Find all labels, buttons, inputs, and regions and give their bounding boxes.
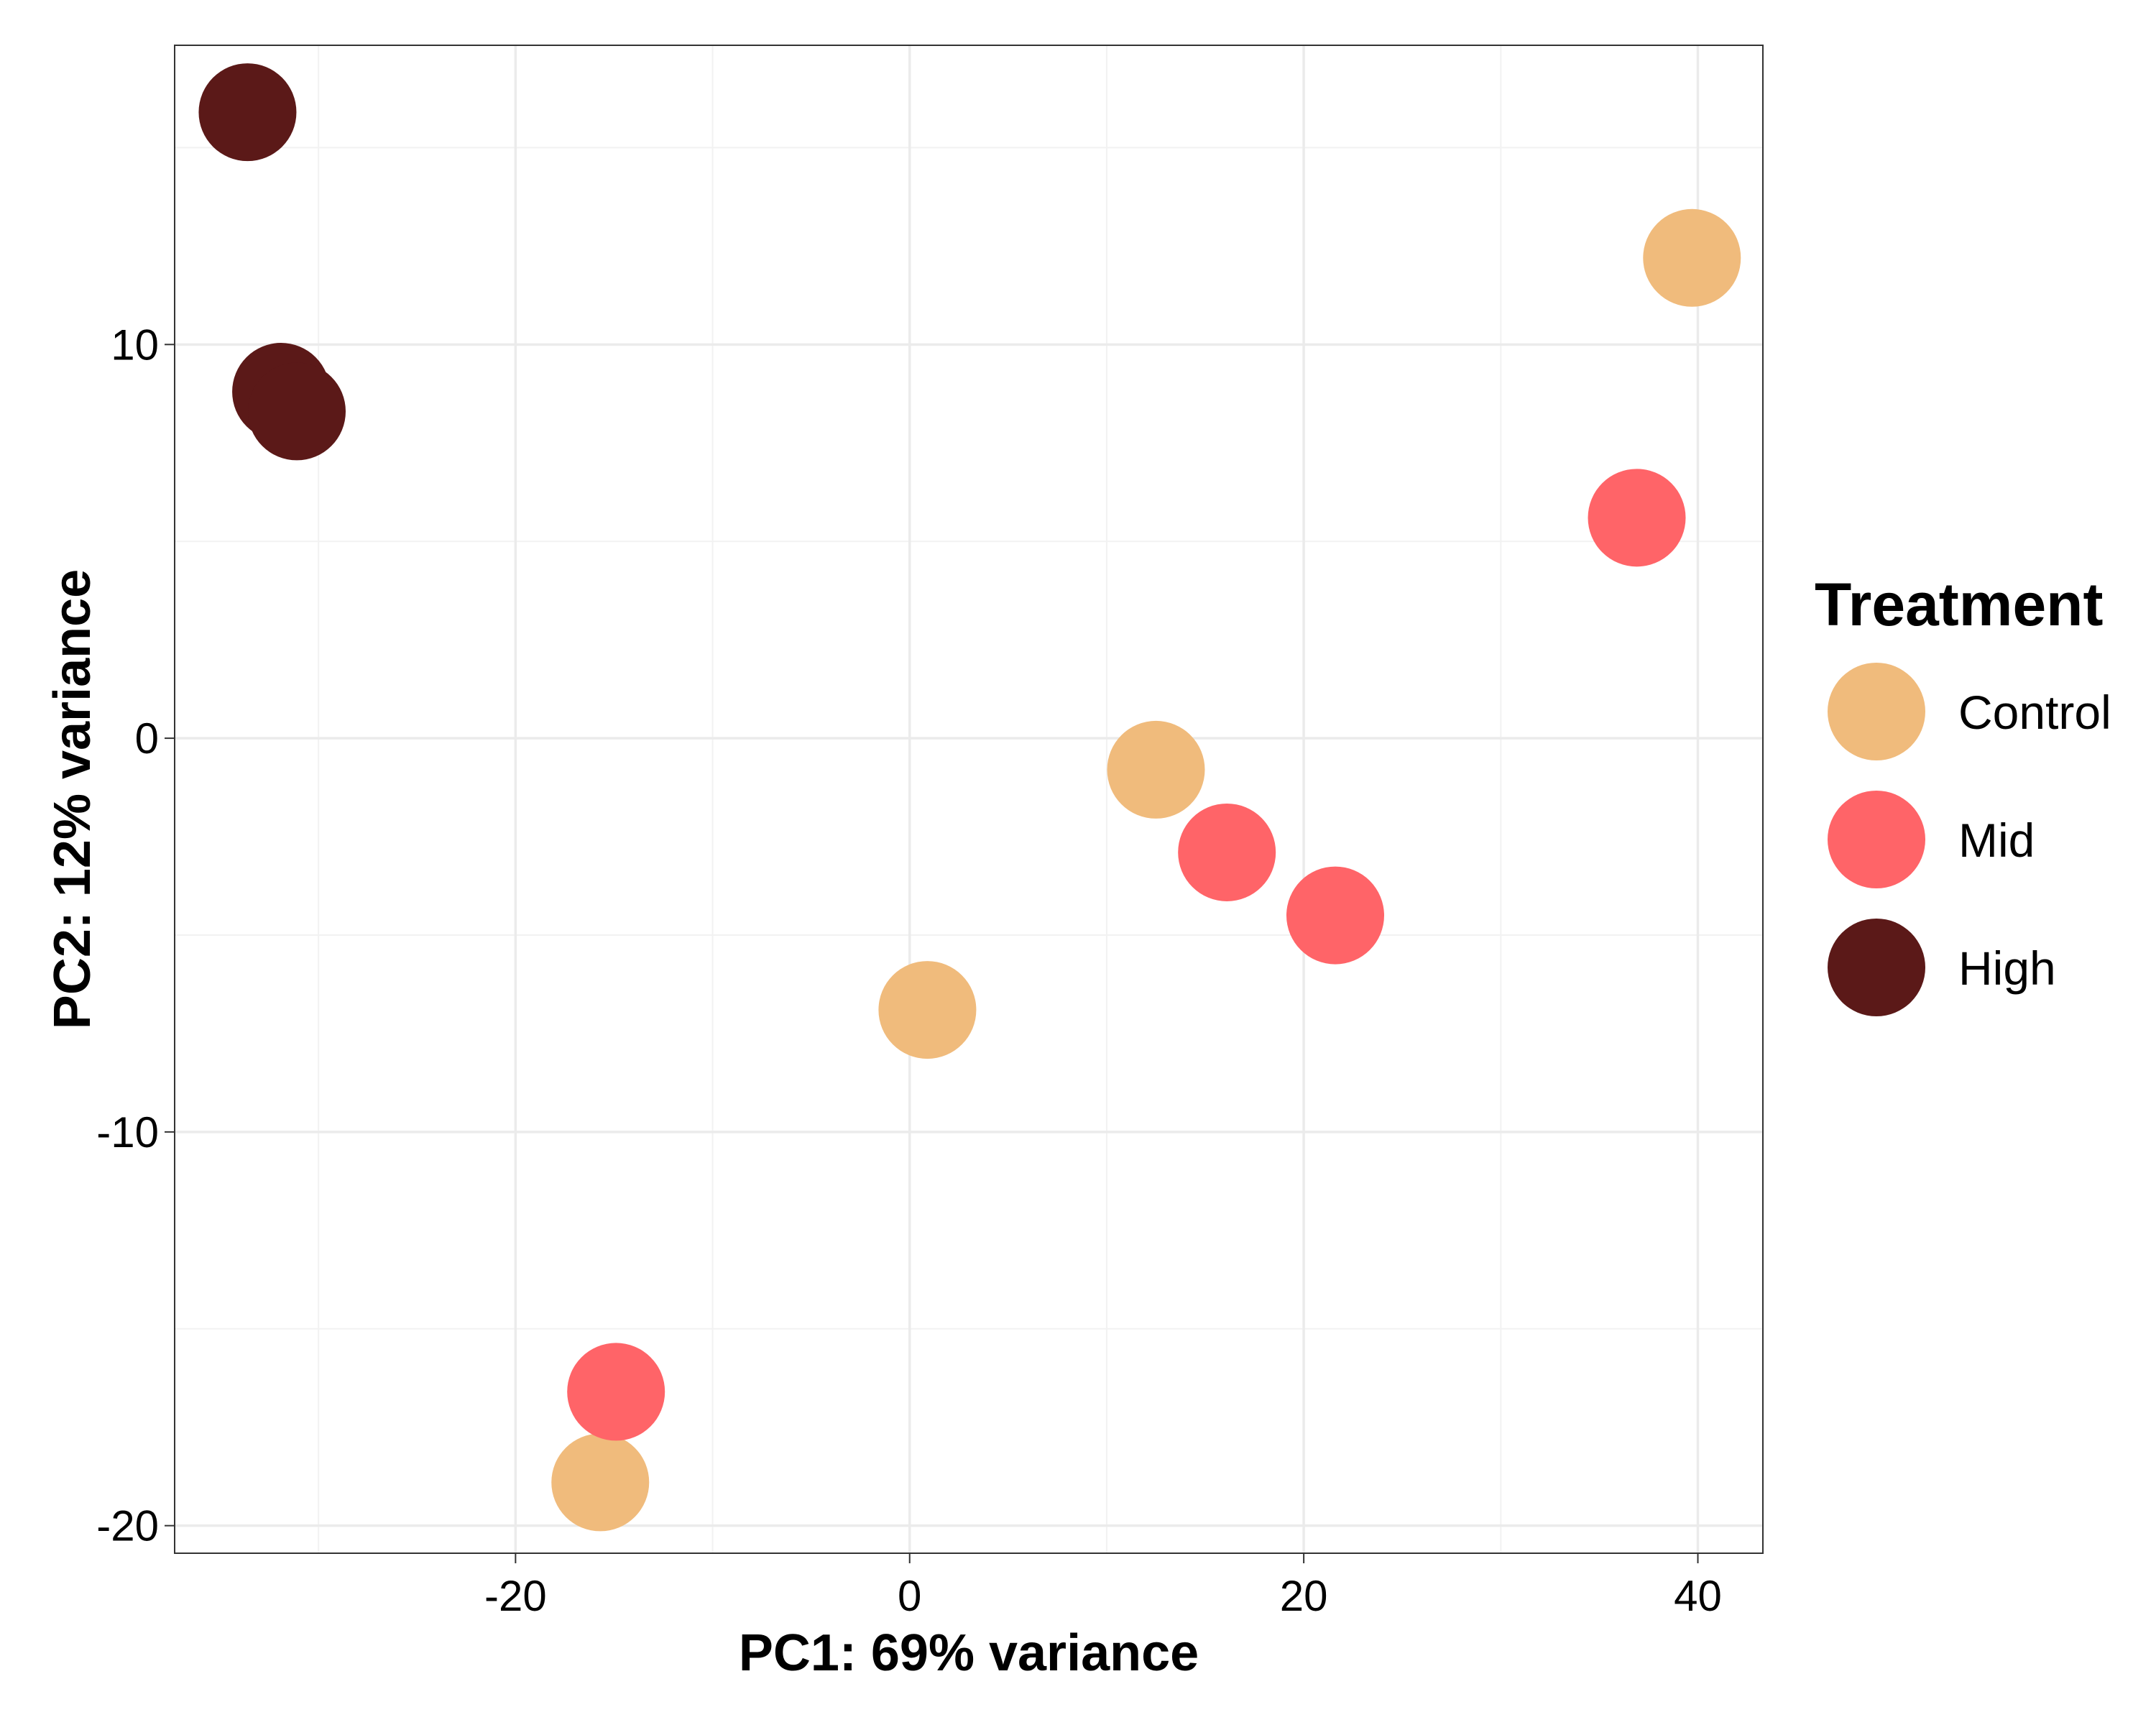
data-points [198, 63, 1741, 1532]
legend-label-high: High [1958, 942, 2056, 995]
legend-key-high [1828, 919, 1925, 1016]
x-tick-label: 20 [1280, 1572, 1328, 1620]
point-control [1107, 720, 1205, 819]
point-control [1643, 208, 1741, 307]
point-high [198, 63, 297, 162]
point-mid [1588, 469, 1686, 567]
legend-key-control [1828, 663, 1925, 760]
panel-border [174, 45, 1764, 1554]
legend-label-control: Control [1958, 686, 2111, 739]
x-tick-label: 40 [1674, 1572, 1722, 1620]
y-tick-label: -10 [96, 1108, 159, 1156]
point-high [248, 362, 346, 461]
y-axis-title: PC2: 12% variance [44, 569, 101, 1029]
x-tick-label: -20 [484, 1572, 547, 1620]
x-axis-title: PC1: 69% variance [739, 1624, 1199, 1682]
point-mid [1286, 866, 1384, 965]
legend-title: Treatment [1815, 571, 2103, 638]
y-tick-label: 0 [135, 714, 159, 763]
grid-minor [175, 45, 1763, 1553]
x-tick-label: 0 [898, 1572, 921, 1620]
point-mid [567, 1343, 665, 1441]
legend-key-mid [1828, 791, 1925, 888]
legend: Treatment Control Mid High [1815, 571, 2111, 1016]
y-tick-label: -20 [96, 1502, 159, 1550]
y-tick-label: 10 [111, 321, 159, 369]
panel-background [175, 45, 1763, 1553]
point-mid [1178, 803, 1276, 901]
legend-label-mid: Mid [1958, 814, 2035, 867]
point-control [878, 961, 977, 1059]
x-axis: -20 0 20 40 [484, 1553, 1722, 1620]
y-axis: -20 -10 0 10 [96, 321, 175, 1550]
point-control [551, 1433, 650, 1532]
